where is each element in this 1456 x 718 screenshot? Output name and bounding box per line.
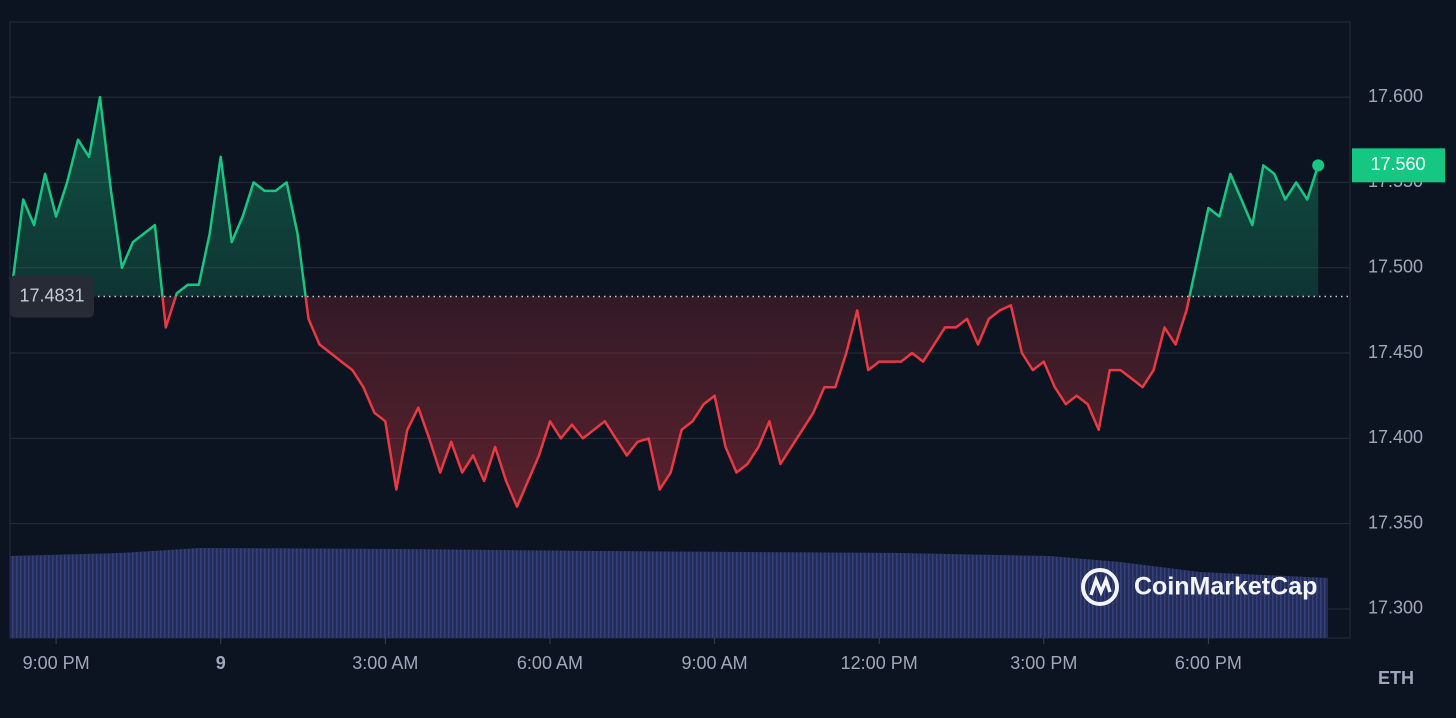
y-tick-label: 17.500 (1368, 256, 1423, 276)
x-tick-label: 3:00 PM (1010, 653, 1077, 673)
x-tick-label: 9:00 PM (23, 653, 90, 673)
x-tick-label: 6:00 PM (1175, 653, 1242, 673)
watermark: CoinMarketCap (1081, 568, 1317, 606)
currency-label: ETH (1378, 668, 1414, 688)
y-tick-label: 17.450 (1368, 342, 1423, 362)
reference-label: 17.4831 (19, 285, 84, 305)
y-tick-label: 17.400 (1368, 427, 1423, 447)
y-tick-label: 17.600 (1368, 86, 1423, 106)
price-line-up (10, 95, 1320, 297)
area-down (162, 296, 1190, 507)
price-tag (1352, 148, 1445, 183)
watermark-logo (1081, 568, 1119, 606)
x-tick-label: 3:00 AM (352, 653, 418, 673)
watermark-text: CoinMarketCap (1134, 573, 1317, 601)
area-up (12, 97, 1319, 297)
price-line-down (161, 296, 1191, 508)
last-point (1312, 159, 1325, 172)
x-tick-label: 9 (216, 653, 226, 673)
price-tag-label: 17.560 (1370, 154, 1425, 174)
y-tick-label: 17.350 (1368, 512, 1423, 532)
volume-area (10, 548, 1328, 638)
y-tick-label: 17.300 (1368, 598, 1423, 618)
x-tick-label: 9:00 AM (682, 653, 748, 673)
x-tick-label: 6:00 AM (517, 653, 583, 673)
x-tick-label: 12:00 PM (841, 653, 918, 673)
reference-label-box (10, 275, 94, 318)
watermark-logo-mark (1089, 575, 1112, 597)
